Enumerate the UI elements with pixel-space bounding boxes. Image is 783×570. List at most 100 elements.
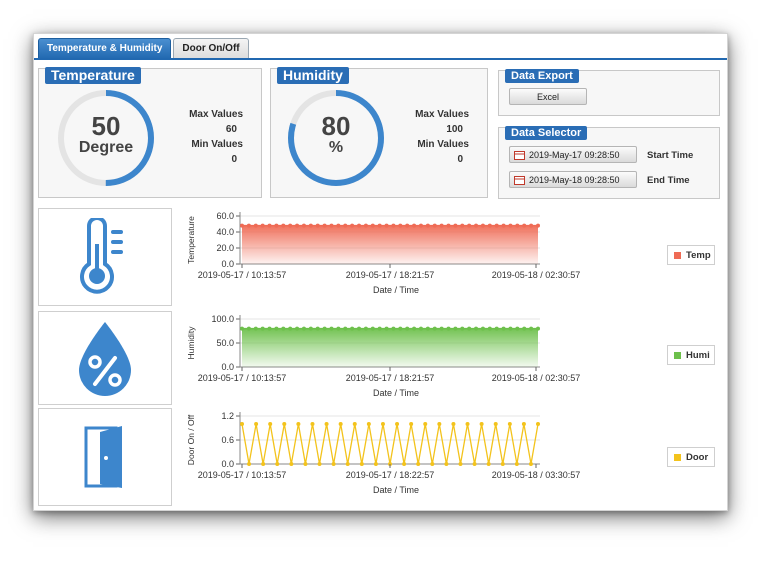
excel-export-button[interactable]: Excel [509, 88, 587, 105]
data-point [384, 223, 389, 228]
data-point [246, 223, 251, 228]
data-point [246, 326, 251, 331]
data-point [352, 422, 357, 426]
data-selector-title: Data Selector [505, 126, 588, 140]
data-point [430, 462, 435, 466]
x-tick-label: 2019-05-17 / 10:13:57 [198, 470, 287, 480]
y-tick-label: 0.0 [221, 459, 234, 469]
data-point [528, 462, 533, 466]
data-point [425, 326, 430, 331]
tab-bar: Temperature & Humidity Door On/Off [38, 38, 249, 59]
temperature-icon-box [38, 208, 172, 306]
data-point [373, 462, 378, 466]
thermometer-icon [80, 218, 123, 294]
data-point [458, 462, 463, 466]
data-point [366, 422, 371, 426]
data-point [275, 462, 280, 466]
data-point [493, 422, 498, 426]
temperature-title: Temperature [45, 67, 141, 84]
temp-legend-label: Temp [686, 249, 711, 261]
start-date-picker[interactable]: 2019-May-17 09:28:50 [509, 146, 637, 163]
data-point [301, 223, 306, 228]
data-point [254, 422, 259, 426]
data-point [253, 326, 258, 331]
humidity-icon-box [38, 311, 172, 405]
data-point [274, 223, 279, 228]
y-tick-label: 0.6 [221, 435, 234, 445]
data-point [536, 223, 540, 228]
data-point [317, 462, 322, 466]
data-point [343, 223, 348, 228]
door-icon-box [38, 408, 172, 506]
data-point [357, 326, 362, 331]
data-point [487, 223, 492, 228]
humidity-unit: % [328, 139, 344, 156]
data-point [296, 422, 301, 426]
data-point [515, 223, 520, 228]
data-point [338, 422, 343, 426]
end-time-label: End Time [647, 175, 690, 186]
data-point [451, 422, 456, 426]
data-point [521, 422, 526, 426]
data-point [331, 462, 336, 466]
data-point [418, 326, 423, 331]
series-area [242, 225, 538, 264]
data-point [370, 223, 375, 228]
x-tick-label: 2019-05-18 / 02:30:57 [492, 270, 581, 280]
data-export-panel: Data Export Excel [498, 69, 720, 116]
data-point [343, 326, 348, 331]
temperature-gauge [58, 90, 154, 186]
x-tick-label: 2019-05-17 / 10:13:57 [198, 373, 287, 383]
data-point [432, 223, 437, 228]
data-point [501, 223, 506, 228]
humidity-panel: Humidity 80 % Max Values 100 Min Values … [270, 67, 488, 198]
data-point [536, 326, 540, 331]
data-point [423, 422, 428, 426]
data-point [494, 326, 499, 331]
y-axis-label: Temperature [186, 216, 196, 264]
data-point [253, 223, 258, 228]
data-point [500, 462, 505, 466]
data-point [453, 223, 458, 228]
data-point [398, 326, 403, 331]
data-point [363, 223, 368, 228]
data-point [507, 422, 512, 426]
data-point [310, 422, 315, 426]
data-point [345, 462, 350, 466]
data-point [391, 326, 396, 331]
data-point [380, 422, 385, 426]
data-point [261, 462, 266, 466]
data-point [324, 422, 329, 426]
end-date-picker[interactable]: 2019-May-18 09:28:50 [509, 171, 637, 188]
humidity-value: 80 [321, 111, 351, 141]
data-point [480, 223, 485, 228]
data-point [267, 326, 272, 331]
data-point [357, 223, 362, 228]
data-point [395, 422, 400, 426]
calendar-icon [514, 151, 525, 160]
data-point [416, 462, 421, 466]
door-legend-label: Door [686, 451, 709, 463]
data-point [240, 326, 244, 331]
data-point [412, 223, 417, 228]
humidity-legend: Humi [667, 345, 715, 365]
humidity-title: Humidity [277, 67, 349, 84]
data-point [529, 223, 534, 228]
tab-divider [34, 58, 727, 60]
data-point [260, 223, 265, 228]
tab-temperature-humidity[interactable]: Temperature & Humidity [38, 38, 172, 59]
y-axis-label: Door On / Off [186, 414, 196, 465]
tab-door-on-off[interactable]: Door On/Off [173, 38, 249, 59]
x-tick-label: 2019-05-17 / 10:13:57 [198, 270, 287, 280]
data-point [501, 326, 506, 331]
data-point [329, 223, 334, 228]
data-point [494, 223, 499, 228]
data-point [472, 462, 477, 466]
x-tick-label: 2019-05-18 / 02:30:57 [492, 373, 581, 383]
data-point [363, 326, 368, 331]
data-point [486, 462, 491, 466]
data-point [409, 422, 414, 426]
data-point [240, 223, 244, 228]
